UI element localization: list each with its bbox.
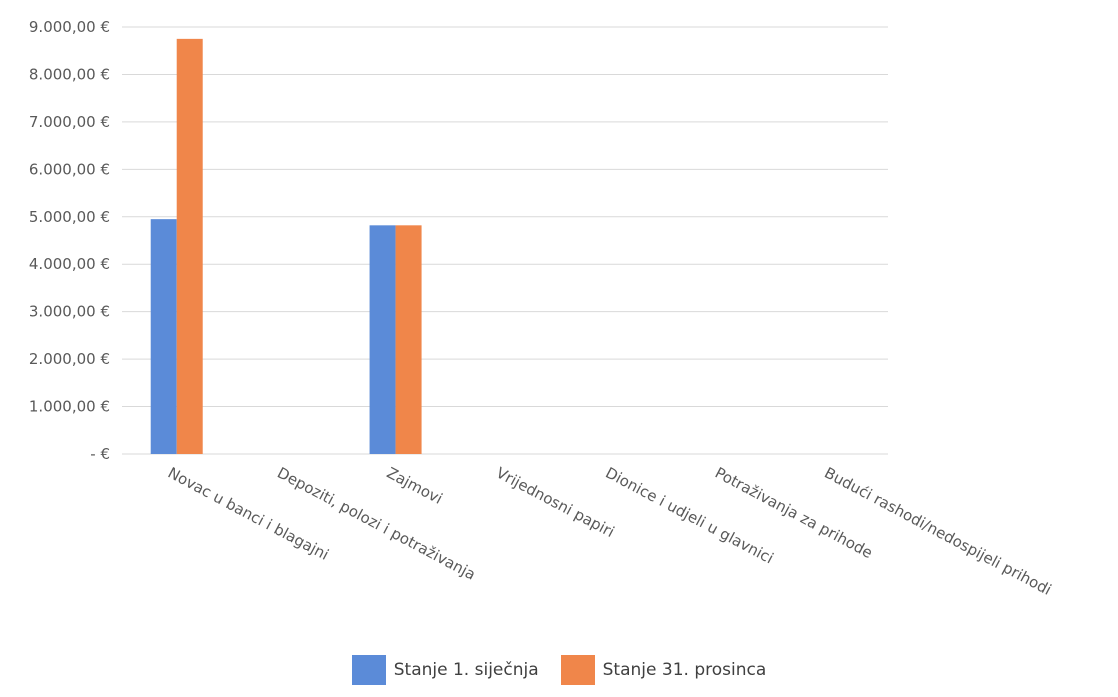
bars: [150, 38, 422, 454]
x-category-label: Zajmovi: [384, 464, 446, 508]
y-tick-label: 3.000,00 €: [29, 303, 110, 321]
y-tick-label: 1.000,00 €: [29, 398, 110, 416]
gridlines: [122, 26, 888, 455]
y-tick-label: 5.000,00 €: [29, 208, 110, 226]
bar-series-2-cat-3: [395, 225, 422, 454]
y-tick-label: 6.000,00 €: [29, 160, 110, 178]
y-tick-label: 8.000,00 €: [29, 65, 110, 83]
legend-swatch-series-2: [560, 655, 595, 685]
legend-item-series-2: Stanje 31. prosinca: [560, 655, 767, 685]
x-category-label: Depoziti, polozi i potraživanja: [274, 464, 478, 584]
legend-swatch-series-1: [351, 655, 386, 685]
legend-item-series-1: Stanje 1. siječnja: [351, 655, 539, 685]
legend-label-series-2: Stanje 31. prosinca: [602, 660, 767, 680]
x-category-label: Vrijednosni papiri: [493, 464, 617, 541]
legend-label-series-1: Stanje 1. siječnja: [393, 660, 539, 680]
bar-series-1-cat-1: [150, 219, 177, 454]
y-tick-label: 2.000,00 €: [29, 350, 110, 368]
y-tick-label: - €: [90, 445, 110, 463]
y-tick-label: 4.000,00 €: [29, 255, 110, 273]
bar-series-1-cat-3: [369, 225, 396, 454]
legend: Stanje 1. siječnja Stanje 31. prosinca: [0, 652, 1118, 688]
x-category-label: Budući rashodi/nedospijeli prihodi: [821, 464, 1054, 599]
y-axis-tick-labels: - € 1.000,00 € 2.000,00 € 3.000,00 € 4.000,0…: [29, 18, 110, 463]
bar-series-2-cat-1: [176, 38, 203, 454]
y-tick-label: 9.000,00 €: [29, 18, 110, 36]
y-tick-label: 7.000,00 €: [29, 113, 110, 131]
